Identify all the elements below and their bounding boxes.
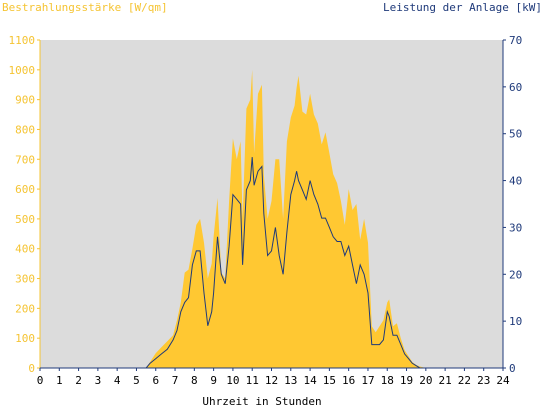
x-tick-label-14: 14	[303, 374, 317, 387]
left-y-tick-label-1100: 1100	[9, 34, 36, 47]
x-tick-label-11: 11	[246, 374, 259, 387]
left-y-tick-label-100: 100	[15, 332, 35, 345]
x-tick-label-16: 16	[342, 374, 355, 387]
left-y-tick-label-400: 400	[15, 243, 35, 256]
left-y-tick-label-300: 300	[15, 273, 35, 286]
x-tick-label-2: 2	[75, 374, 82, 387]
right-y-tick-label-60: 60	[509, 81, 522, 94]
left-y-tick-label-500: 500	[15, 213, 35, 226]
x-tick-label-5: 5	[133, 374, 140, 387]
x-axis-label: Uhrzeit in Stunden	[202, 395, 321, 408]
x-tick-label-9: 9	[210, 374, 217, 387]
x-tick-label-8: 8	[191, 374, 198, 387]
x-axis-ticks: 0 1 2 3 4 5 6 7 8 9 10 11 12 13 14 15 16 17 18 19 20 21 22 23 24	[37, 368, 510, 387]
left-y-tick-label-800: 800	[15, 123, 35, 136]
right-y-tick-label-50: 50	[509, 128, 522, 141]
x-tick-label-19: 19	[400, 374, 413, 387]
power-line-layer	[40, 157, 503, 369]
x-tick-label-20: 20	[419, 374, 432, 387]
left-y-tick-label-200: 200	[15, 302, 35, 315]
left-y-tick-label-0: 0	[28, 362, 35, 375]
x-tick-label-13: 13	[284, 374, 297, 387]
irradiance-area	[40, 69, 503, 369]
left-y-tick-label-1000: 1000	[9, 64, 36, 77]
x-tick-label-4: 4	[114, 374, 121, 387]
right-y-tick-label-40: 40	[509, 175, 522, 188]
left-y-tick-label-600: 600	[15, 183, 35, 196]
x-tick-label-17: 17	[361, 374, 374, 387]
x-tick-label-0: 0	[37, 374, 44, 387]
left-y-tick-label-700: 700	[15, 153, 35, 166]
right-y-tick-label-0: 0	[509, 362, 516, 375]
chart-title-left: Bestrahlungsstärke [W/qm]	[2, 1, 168, 14]
power-line	[40, 157, 503, 369]
x-tick-label-22: 22	[458, 374, 471, 387]
chart-title-right: Leistung der Anlage [kW]	[383, 1, 542, 14]
x-tick-label-12: 12	[265, 374, 278, 387]
right-y-tick-label-10: 10	[509, 315, 522, 328]
x-tick-label-24: 24	[496, 374, 510, 387]
right-y-axis-ticks: 0 10 20 30 40 50 60 70	[503, 34, 522, 375]
irradiance-area-layer	[40, 69, 503, 369]
right-y-tick-label-30: 30	[509, 221, 522, 234]
right-y-tick-label-20: 20	[509, 268, 522, 281]
x-tick-label-23: 23	[477, 374, 490, 387]
x-tick-label-15: 15	[323, 374, 336, 387]
left-y-axis-ticks: 0 100 200 300 400 500 600 700 800 900 1000 1100	[9, 34, 40, 375]
x-tick-label-10: 10	[226, 374, 239, 387]
x-tick-label-6: 6	[152, 374, 159, 387]
x-tick-label-18: 18	[381, 374, 394, 387]
x-tick-label-3: 3	[95, 374, 102, 387]
right-y-tick-label-70: 70	[509, 34, 522, 47]
x-tick-label-7: 7	[172, 374, 179, 387]
x-tick-label-1: 1	[56, 374, 63, 387]
x-tick-label-21: 21	[439, 374, 452, 387]
left-y-tick-label-900: 900	[15, 94, 35, 107]
